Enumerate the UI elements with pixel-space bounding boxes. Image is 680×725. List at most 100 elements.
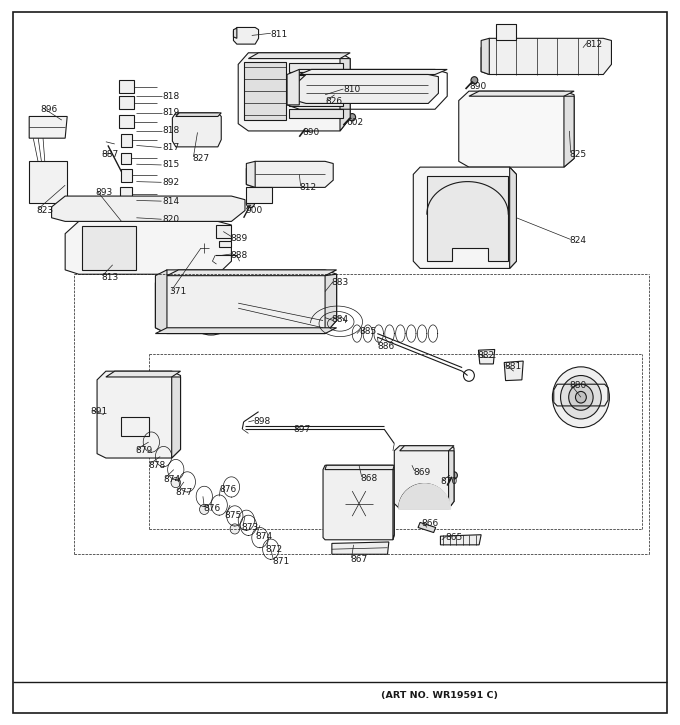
Polygon shape <box>481 38 611 75</box>
Polygon shape <box>121 134 132 147</box>
Polygon shape <box>289 98 343 107</box>
Text: 602: 602 <box>347 117 364 127</box>
Polygon shape <box>287 70 299 105</box>
Text: 814: 814 <box>163 196 180 206</box>
Circle shape <box>99 249 103 254</box>
Circle shape <box>451 472 458 479</box>
Text: 896: 896 <box>40 104 57 114</box>
Text: (ART NO. WR19591 C): (ART NO. WR19591 C) <box>381 691 498 700</box>
Text: 823: 823 <box>36 206 53 215</box>
Text: 868: 868 <box>360 473 377 483</box>
Text: 872: 872 <box>265 544 282 554</box>
Text: 873: 873 <box>241 523 259 532</box>
Circle shape <box>99 264 103 268</box>
Polygon shape <box>119 80 134 94</box>
Circle shape <box>199 505 209 515</box>
Circle shape <box>560 376 601 419</box>
Text: 867: 867 <box>350 555 367 564</box>
Text: 870: 870 <box>441 477 458 486</box>
Text: 893: 893 <box>96 188 113 197</box>
Circle shape <box>575 392 586 403</box>
Polygon shape <box>119 96 134 109</box>
Circle shape <box>193 244 201 252</box>
Circle shape <box>124 216 133 226</box>
Bar <box>219 228 227 235</box>
Polygon shape <box>394 446 454 509</box>
Polygon shape <box>400 446 454 451</box>
Circle shape <box>201 296 220 316</box>
Circle shape <box>108 392 163 450</box>
Polygon shape <box>52 196 245 221</box>
Text: 886: 886 <box>377 342 394 351</box>
Text: 890: 890 <box>469 82 486 91</box>
Text: 885: 885 <box>359 327 376 336</box>
Circle shape <box>552 367 609 428</box>
Polygon shape <box>393 470 394 540</box>
Polygon shape <box>106 371 180 377</box>
Text: 884: 884 <box>332 315 349 323</box>
Circle shape <box>99 235 103 239</box>
Circle shape <box>332 475 386 533</box>
Circle shape <box>351 495 367 513</box>
Polygon shape <box>233 28 237 38</box>
Text: 815: 815 <box>163 160 180 170</box>
Polygon shape <box>156 270 167 334</box>
Text: 892: 892 <box>163 178 180 187</box>
Text: 817: 817 <box>163 143 180 152</box>
Circle shape <box>116 400 154 441</box>
Text: 813: 813 <box>101 273 118 281</box>
Bar <box>150 241 165 254</box>
Polygon shape <box>481 38 490 75</box>
Circle shape <box>99 257 103 261</box>
Polygon shape <box>173 113 221 147</box>
Polygon shape <box>167 270 337 276</box>
Polygon shape <box>509 167 516 268</box>
Polygon shape <box>427 175 508 261</box>
Text: 891: 891 <box>90 407 107 416</box>
Polygon shape <box>172 377 180 458</box>
Circle shape <box>86 257 90 261</box>
Circle shape <box>340 484 378 524</box>
Text: 876: 876 <box>203 504 220 513</box>
Text: 890: 890 <box>302 128 319 137</box>
Polygon shape <box>323 465 394 540</box>
Polygon shape <box>219 241 231 247</box>
Circle shape <box>86 242 90 246</box>
Polygon shape <box>119 115 134 128</box>
Polygon shape <box>496 24 516 41</box>
Polygon shape <box>97 371 180 458</box>
Circle shape <box>230 524 239 534</box>
Polygon shape <box>248 53 350 59</box>
Polygon shape <box>289 75 343 83</box>
Polygon shape <box>238 53 350 131</box>
Circle shape <box>197 241 211 255</box>
Circle shape <box>113 257 117 261</box>
Text: 869: 869 <box>413 468 430 477</box>
Text: 887: 887 <box>101 149 118 159</box>
Text: 865: 865 <box>445 533 462 542</box>
Polygon shape <box>479 349 495 364</box>
Text: 876: 876 <box>219 484 237 494</box>
Circle shape <box>120 212 137 230</box>
Text: 882: 882 <box>477 351 494 360</box>
Text: 866: 866 <box>422 518 439 528</box>
Text: 875: 875 <box>224 511 242 521</box>
Text: 371: 371 <box>169 287 186 296</box>
Text: 874: 874 <box>164 475 181 484</box>
Polygon shape <box>332 542 389 554</box>
Circle shape <box>86 264 90 268</box>
Polygon shape <box>119 203 134 218</box>
Polygon shape <box>469 91 574 96</box>
Text: 820: 820 <box>163 215 180 224</box>
Polygon shape <box>122 153 131 165</box>
Polygon shape <box>246 162 333 187</box>
Circle shape <box>113 242 117 246</box>
Text: 879: 879 <box>135 447 152 455</box>
Text: 888: 888 <box>230 251 248 260</box>
Polygon shape <box>233 28 258 44</box>
Text: 819: 819 <box>163 108 180 117</box>
Text: 881: 881 <box>505 362 522 370</box>
Text: 812: 812 <box>299 183 316 192</box>
Polygon shape <box>120 187 133 200</box>
Circle shape <box>171 478 180 488</box>
